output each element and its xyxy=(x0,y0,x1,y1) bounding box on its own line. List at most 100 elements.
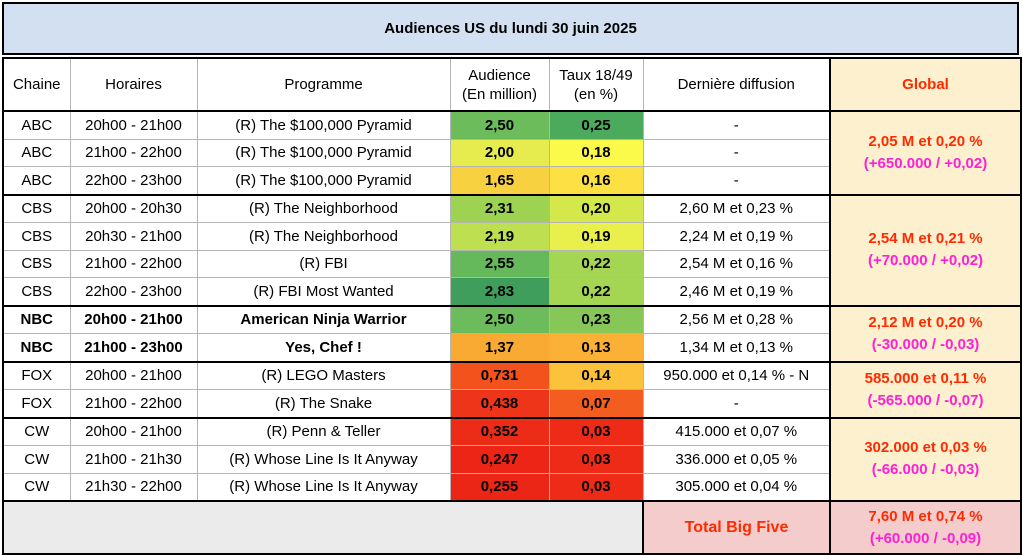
table-row: CW 20h00 - 21h00 (R) Penn & Teller 0,352… xyxy=(2,416,1022,502)
cell-derniere: - xyxy=(642,389,831,418)
cell-horaires: 21h00 - 23h00 xyxy=(69,333,198,362)
cell-chaine: CW xyxy=(2,472,71,502)
cell-audience: 2,83 xyxy=(449,277,550,306)
cell-programme: American Ninja Warrior xyxy=(196,304,451,334)
table-row: NBC 21h00 - 23h00 Yes, Chef ! 1,37 0,13 … xyxy=(2,333,1021,362)
header-taux-line1: Taux 18/49 xyxy=(559,66,633,84)
table-row: CBS 20h30 - 21h00 (R) The Neighborhood 2… xyxy=(2,222,1021,251)
cell-horaires: 21h00 - 22h00 xyxy=(69,249,198,278)
cell-audience: 1,65 xyxy=(449,166,550,195)
cell-programme: (R) The $100,000 Pyramid xyxy=(196,138,451,167)
table-row: CBS 20h00 - 20h30 (R) The Neighborhood 2… xyxy=(2,193,1022,306)
cell-programme: (R) LEGO Masters xyxy=(196,360,451,390)
table-body: ABC 20h00 - 21h00 (R) The $100,000 Pyram… xyxy=(2,110,1022,555)
cell-derniere: 305.000 et 0,04 % xyxy=(642,472,831,502)
global-cbs-delta: (+70.000 / +0,02) xyxy=(867,252,984,269)
header-taux: Taux 18/49 (en %) xyxy=(548,57,644,112)
table-row: ABC 21h00 - 22h00 (R) The $100,000 Pyram… xyxy=(2,138,1021,167)
cell-chaine: FOX xyxy=(2,360,71,390)
cell-horaires: 22h00 - 23h00 xyxy=(69,277,198,306)
cell-programme: (R) FBI xyxy=(196,249,451,278)
global-abc-delta: (+650.000 / +0,02) xyxy=(863,154,988,172)
cell-horaires: 21h00 - 21h30 xyxy=(69,445,198,474)
cell-taux: 0,03 xyxy=(548,416,644,446)
header-audience-line2: (En million) xyxy=(461,85,537,103)
cell-derniere: 2,24 M et 0,19 % xyxy=(642,222,831,251)
cell-derniere: 2,60 M et 0,23 % xyxy=(642,193,831,223)
cell-audience: 2,50 xyxy=(449,304,550,334)
cell-horaires: 20h00 - 20h30 xyxy=(69,193,198,223)
cell-derniere: 2,56 M et 0,28 % xyxy=(642,304,831,334)
cell-audience: 2,00 xyxy=(449,138,550,167)
global-cw-main: 302.000 et 0,03 % xyxy=(864,439,987,457)
cell-chaine: ABC xyxy=(2,138,71,167)
global-nbc: 2,12 M et 0,20 % (-30.000 / -0,03) xyxy=(829,304,1022,362)
cell-programme: (R) Whose Line Is It Anyway xyxy=(196,445,451,474)
total-value: 7,60 M et 0,74 % (+60.000 / -0,09) xyxy=(829,500,1022,555)
cell-programme: (R) The $100,000 Pyramid xyxy=(196,110,451,140)
cell-horaires: 21h00 - 22h00 xyxy=(69,138,198,167)
cell-taux: 0,19 xyxy=(548,222,644,251)
cell-chaine: CBS xyxy=(2,222,71,251)
cell-chaine: CBS xyxy=(2,277,71,306)
cell-audience: 2,31 xyxy=(449,193,550,223)
header-chaine: Chaine xyxy=(2,57,71,112)
cell-chaine: ABC xyxy=(2,110,71,140)
cell-taux: 0,14 xyxy=(548,360,644,390)
cell-derniere: - xyxy=(642,138,831,167)
table-row: CBS 22h00 - 23h00 (R) FBI Most Wanted 2,… xyxy=(2,277,1021,306)
audience-table: Chaine Horaires Programme Audience (En mi… xyxy=(2,57,1022,555)
cell-derniere: - xyxy=(642,110,831,140)
cell-derniere: 2,46 M et 0,19 % xyxy=(642,277,831,306)
global-cw: 302.000 et 0,03 % (-66.000 / -0,03) xyxy=(829,416,1022,502)
cell-derniere: 415.000 et 0,07 % xyxy=(642,416,831,446)
cell-taux: 0,22 xyxy=(548,249,644,278)
header-row: Chaine Horaires Programme Audience (En mi… xyxy=(2,57,1022,112)
cell-programme: (R) The $100,000 Pyramid xyxy=(196,166,451,195)
global-nbc-main: 2,12 M et 0,20 % xyxy=(868,313,983,331)
global-abc: 2,05 M et 0,20 % (+650.000 / +0,02) xyxy=(829,110,1022,195)
table-row: CBS 21h00 - 22h00 (R) FBI 2,55 0,22 2,54… xyxy=(2,249,1021,278)
total-main: 7,60 M et 0,74 % xyxy=(868,507,983,525)
sheet-title: Audiences US du lundi 30 juin 2025 xyxy=(2,2,1019,55)
cell-derniere: 2,54 M et 0,16 % xyxy=(642,249,831,278)
global-nbc-delta: (-30.000 / -0,03) xyxy=(871,335,980,353)
table-row: FOX 20h00 - 21h00 (R) LEGO Masters 0,731… xyxy=(2,360,1022,418)
cell-audience: 0,247 xyxy=(449,445,550,474)
cell-audience: 2,55 xyxy=(449,249,550,278)
total-label: Total Big Five xyxy=(642,500,831,555)
cell-taux: 0,23 xyxy=(548,304,644,334)
header-programme: Programme xyxy=(196,57,451,112)
total-blank-area xyxy=(2,500,644,555)
cell-programme: (R) The Snake xyxy=(196,389,451,418)
table-row: ABC 20h00 - 21h00 (R) The $100,000 Pyram… xyxy=(2,110,1022,195)
cell-chaine: NBC xyxy=(2,333,71,362)
cell-audience: 0,352 xyxy=(449,416,550,446)
cell-horaires: 20h00 - 21h00 xyxy=(69,304,198,334)
cell-derniere: 1,34 M et 0,13 % xyxy=(642,333,831,362)
cell-horaires: 22h00 - 23h00 xyxy=(69,166,198,195)
cell-horaires: 20h30 - 21h00 xyxy=(69,222,198,251)
cell-taux: 0,25 xyxy=(548,110,644,140)
cell-horaires: 21h00 - 22h00 xyxy=(69,389,198,418)
table-row: ABC 22h00 - 23h00 (R) The $100,000 Pyram… xyxy=(2,166,1021,195)
cell-programme: (R) Penn & Teller xyxy=(196,416,451,446)
cell-programme: (R) The Neighborhood xyxy=(196,222,451,251)
table-row: FOX 21h00 - 22h00 (R) The Snake 0,438 0,… xyxy=(2,389,1021,418)
cell-audience: 0,255 xyxy=(449,472,550,502)
cell-taux: 0,22 xyxy=(548,277,644,306)
global-fox: 585.000 et 0,11 % (-565.000 / -0,07) xyxy=(829,360,1022,418)
header-audience-line1: Audience xyxy=(468,66,531,84)
global-fox-delta: (-565.000 / -0,07) xyxy=(867,391,984,409)
cell-chaine: CW xyxy=(2,445,71,474)
header-global: Global xyxy=(829,57,1022,112)
cell-horaires: 21h30 - 22h00 xyxy=(69,472,198,502)
table-row: NBC 20h00 - 21h00 American Ninja Warrior… xyxy=(2,304,1022,362)
cell-chaine: CBS xyxy=(2,193,71,223)
cell-chaine: ABC xyxy=(2,166,71,195)
global-cbs: 2,54 M et 0,21 % (+70.000 / +0,02) xyxy=(829,193,1022,306)
global-abc-main: 2,05 M et 0,20 % xyxy=(868,132,983,150)
header-derniere: Dernière diffusion xyxy=(642,57,831,112)
cell-audience: 0,731 xyxy=(449,360,550,390)
cell-horaires: 20h00 - 21h00 xyxy=(69,416,198,446)
